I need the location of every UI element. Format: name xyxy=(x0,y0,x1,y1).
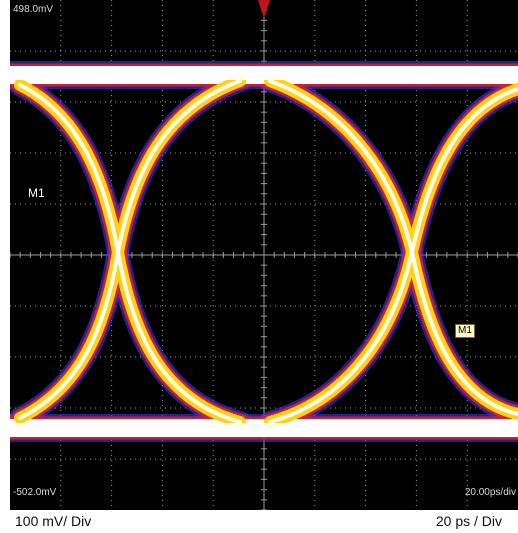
eye-transition-trace xyxy=(261,72,518,423)
eye-transition-trace xyxy=(268,79,518,416)
eye-transition-trace xyxy=(18,83,242,424)
eye-transition-trace xyxy=(10,74,251,433)
oscilloscope-display: 498.0mV -502.0mV 20.00ps/div M1 M1 xyxy=(10,0,518,510)
math-channel-label: M1 xyxy=(28,186,45,200)
eye-transition-trace xyxy=(268,87,518,424)
trigger-arrow-icon xyxy=(258,0,270,18)
eye-transition-trace xyxy=(14,79,246,428)
eye-traces xyxy=(10,61,518,442)
eye-transition-trace xyxy=(18,79,242,420)
timebase-readout: 20.00ps/div xyxy=(464,487,516,498)
eye-transition-trace xyxy=(264,75,518,420)
eye-transition-trace xyxy=(10,70,251,429)
top-reference-label: 498.0mV xyxy=(13,4,54,15)
eye-diagram-plot xyxy=(10,0,518,510)
bottom-reference-label: -502.0mV xyxy=(13,487,57,498)
horizontal-scale-caption: 20 ps / Div xyxy=(435,513,502,529)
eye-transition-trace xyxy=(259,70,518,425)
math-channel-marker[interactable]: M1 xyxy=(455,324,475,338)
eye-transition-trace xyxy=(11,72,249,427)
eye-transition-trace xyxy=(11,76,249,431)
eye-transition-trace xyxy=(14,75,246,424)
vertical-scale-caption: 100 mV/ Div xyxy=(15,513,92,529)
